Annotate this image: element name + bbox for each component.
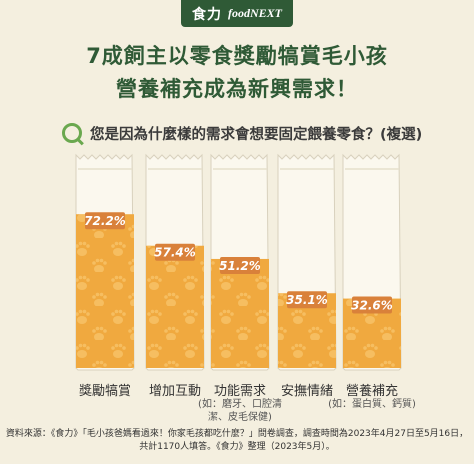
question-row: 您是因為什麼樣的需求會想要固定餵養零食？(複選) [62,121,422,145]
value-label: 32.6% [351,299,393,313]
category-label: 功能需求 [213,384,266,399]
category-sublabel: (如：蛋白質、鈣質) [328,399,416,410]
category-label: 獎勵犒賞 [78,384,131,399]
value-label-tag [220,256,260,274]
q-letter-icon [62,123,82,143]
value-label: 57.4% [154,246,196,260]
brand-name-zh: 食力 [192,6,222,23]
brand-name-en: foodNEXT [228,6,282,20]
headline-line-2: 營養補充成為新興需求！ [116,77,358,101]
category-label: 安撫情緒 [280,384,333,399]
value-label: 35.1% [286,293,328,307]
source-line-2: 共計1170人填答。《食力》整理（2023年5月）。 [139,442,335,452]
category-label: 營養補充 [345,384,398,399]
bar-pattern [76,214,134,368]
category-label: 增加互動 [148,384,201,399]
value-label: 51.2% [219,259,261,273]
value-label-tag [155,243,195,261]
source-line-1: 資料來源：《食力》「毛小孩爸媽看過來！你家毛孩都吃什麼？」問卷調查，調查時間為2… [5,429,469,439]
bar-pattern [146,245,204,368]
value-label: 72.2% [84,214,126,228]
headline-line-1: 7成飼主以零食獎勵犒賞毛小孩 [86,44,388,68]
bar-chart: 72.2% 57.4% 51.2% 35.1% 32.6% [75,153,402,371]
survey-question: 您是因為什麼樣的需求會想要固定餵養零食？(複選) [90,126,423,143]
value-label-tag [85,212,125,230]
category-sublabel: (如：磨牙、口腔清潔、皮毛保健) [198,399,282,423]
brand-logo: 食力 foodNEXT [181,0,293,27]
bar-pattern [211,258,269,368]
value-label-tag [287,291,327,309]
source-note: 資料來源：《食力》「毛小孩爸媽看過來！你家毛孩都吃什麼？」問卷調查，調查時間為2… [0,428,474,454]
value-label-tag [352,296,392,314]
